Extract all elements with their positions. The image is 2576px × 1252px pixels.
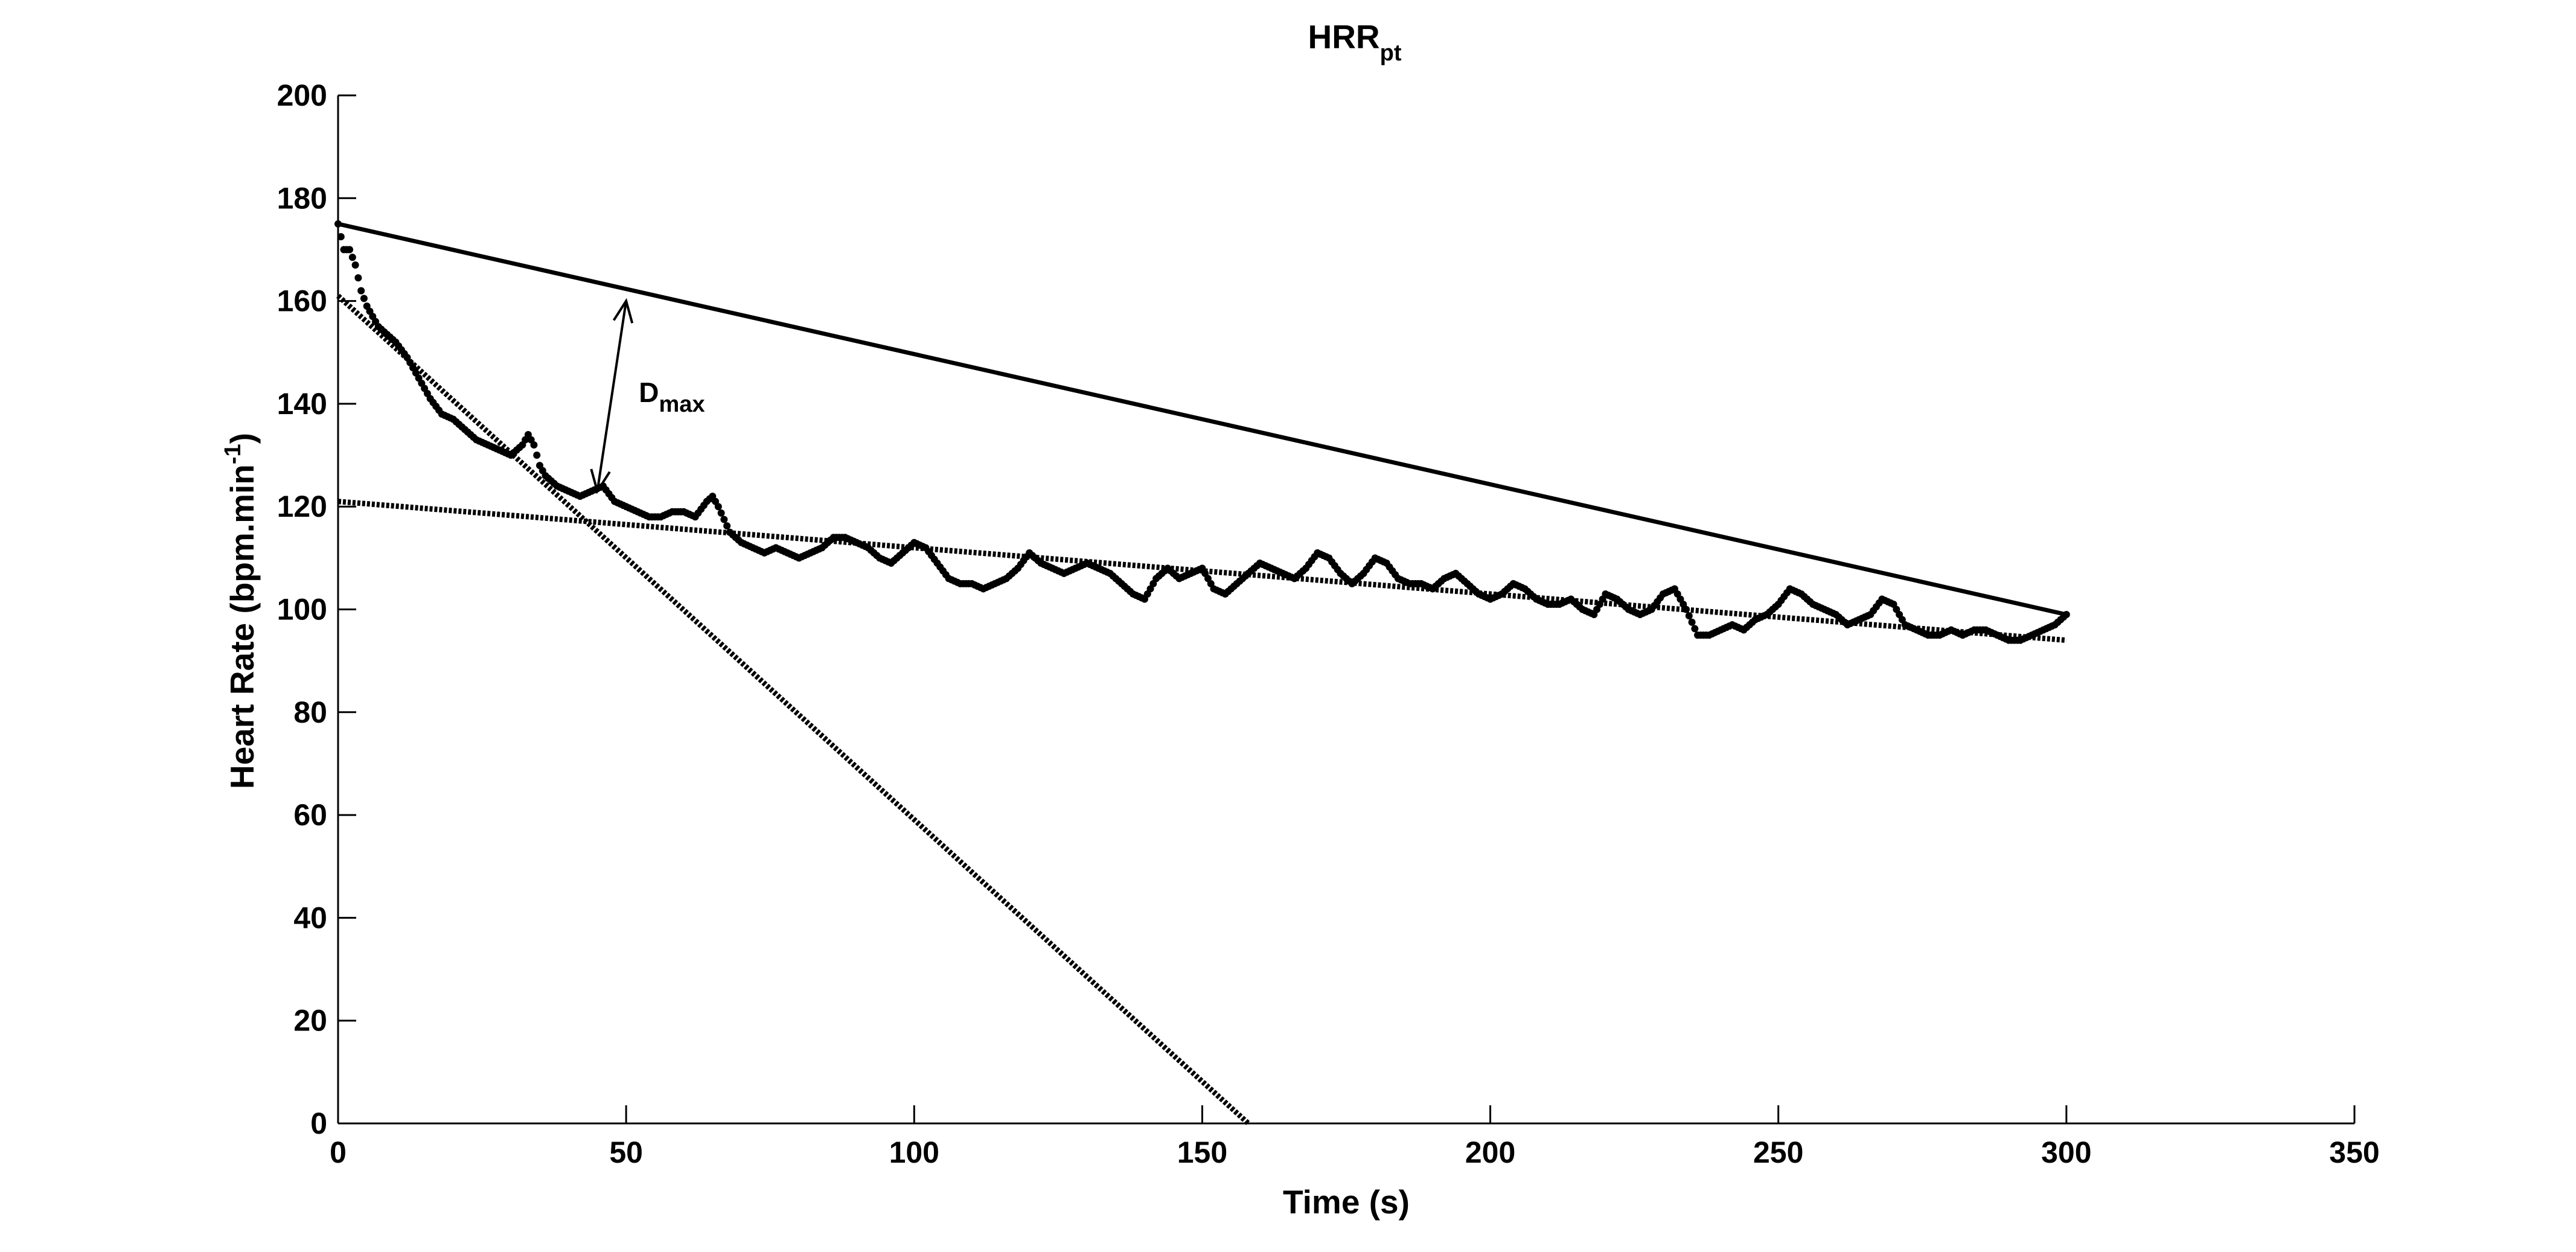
x-axis-title: Time (s) [1283, 1183, 1410, 1221]
heart-rate-point [717, 509, 725, 517]
heart-rate-point [357, 287, 365, 295]
heart-rate-point [351, 261, 359, 269]
y-tick-label: 140 [277, 387, 327, 421]
heart-rate-point [346, 246, 354, 254]
heart-rate-point [723, 522, 731, 530]
chart-title-main: HRR [1308, 18, 1379, 56]
heart-rate-point [720, 516, 728, 523]
heart-rate-point [1683, 605, 1690, 613]
y-tick-label: 40 [293, 901, 327, 934]
x-tick-label: 0 [330, 1135, 347, 1169]
dmax-label: Dmax [639, 377, 705, 417]
chart-title-subscript: pt [1380, 40, 1402, 66]
y-tick-label: 20 [293, 1004, 327, 1038]
fit-lines [336, 222, 2067, 1126]
dmax-annotation: Dmax [590, 298, 705, 494]
x-axis-ticks: 0 50 100 150 200 250 300 350 [330, 1105, 2380, 1169]
y-tick-label: 0 [310, 1107, 327, 1140]
fast-phase-fit-line [336, 293, 1250, 1126]
dmax-arrowhead-bottom [590, 468, 611, 494]
dmax-label-main: D [639, 377, 659, 408]
heart-rate-point [2062, 611, 2070, 619]
heart-rate-point [360, 295, 368, 302]
dmax-arrow [596, 301, 628, 491]
x-tick-label: 250 [1753, 1135, 1803, 1169]
x-tick-label: 150 [1177, 1135, 1227, 1169]
chord-line [337, 222, 2067, 617]
y-axis-title-end: ) [223, 433, 261, 444]
y-tick-label: 120 [277, 490, 327, 523]
x-tick-label: 100 [889, 1135, 939, 1169]
y-axis-title-main: Heart Rate (bpm.min [223, 464, 261, 789]
x-tick-label: 350 [2329, 1135, 2379, 1169]
heart-rate-point [530, 441, 538, 449]
y-tick-label: 160 [277, 284, 327, 318]
heart-rate-point [533, 452, 541, 459]
y-tick-label: 80 [293, 695, 327, 729]
y-axis-title-superscript: -1 [220, 444, 246, 464]
heart-rate-point [354, 274, 362, 282]
heart-rate-point [334, 220, 342, 228]
y-tick-label: 100 [277, 593, 327, 627]
y-tick-label: 180 [277, 181, 327, 215]
heart-rate-point [1685, 612, 1693, 620]
x-tick-label: 50 [609, 1135, 643, 1169]
x-tick-label: 300 [2041, 1135, 2091, 1169]
chart-title: HRRpt [1308, 18, 1401, 66]
y-tick-label: 60 [293, 798, 327, 832]
x-tick-label: 200 [1465, 1135, 1515, 1169]
heart-rate-point [1688, 618, 1696, 626]
y-axis-ticks: 0 20 40 60 80 100 120 140 160 180 200 [277, 78, 356, 1140]
y-axis-title: Heart Rate (bpm.min-1) [220, 433, 261, 789]
heart-rate-point [348, 254, 356, 261]
dmax-label-subscript: max [659, 392, 705, 417]
dmax-arrowhead-top [612, 298, 634, 324]
heart-rate-point [1691, 625, 1699, 633]
y-tick-label: 200 [277, 78, 327, 112]
heart-rate-points [334, 220, 2070, 644]
heart-rate-point [337, 233, 345, 241]
heart-rate-point [714, 503, 722, 511]
